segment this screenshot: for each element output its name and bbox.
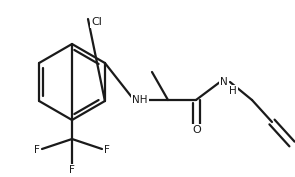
Text: NH: NH	[132, 95, 148, 105]
Text: O: O	[193, 125, 201, 135]
Text: F: F	[69, 165, 75, 175]
Text: F: F	[104, 145, 110, 155]
Text: N: N	[220, 77, 228, 87]
Text: F: F	[34, 145, 40, 155]
Text: H: H	[229, 86, 237, 96]
Text: Cl: Cl	[91, 17, 102, 27]
